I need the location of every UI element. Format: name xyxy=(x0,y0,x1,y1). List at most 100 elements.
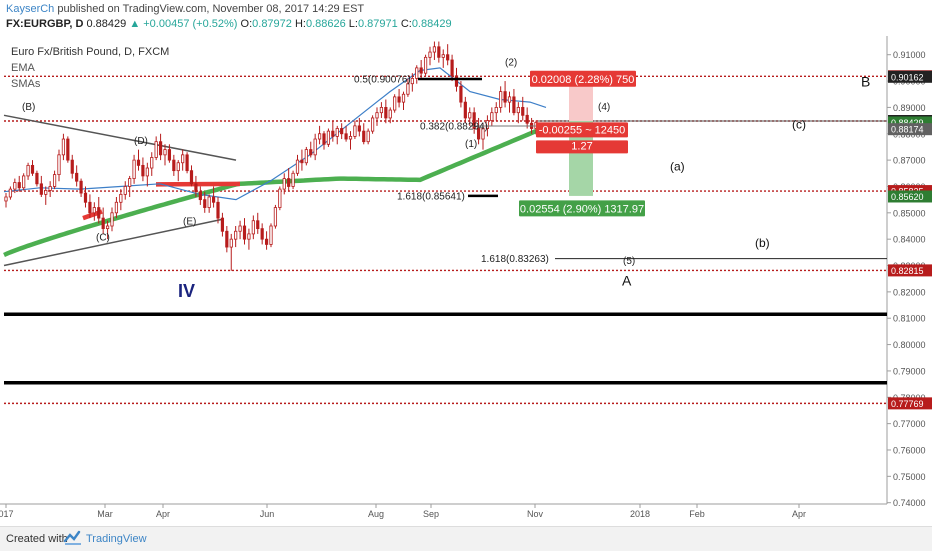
candle-body xyxy=(181,154,185,164)
fib-level-label: 1.618(0.85641) xyxy=(397,191,465,202)
candle-body xyxy=(441,54,445,58)
candle-body xyxy=(406,83,410,95)
position-label-box xyxy=(536,140,628,154)
position-label-text: 0.02008 (2.28%) 750 xyxy=(532,74,635,86)
candle-body xyxy=(66,138,70,161)
candle-body xyxy=(79,180,83,194)
candle-body xyxy=(4,196,8,202)
candle-body xyxy=(225,230,229,248)
candle-body xyxy=(39,183,43,195)
position-label-box xyxy=(536,122,628,138)
candle-body xyxy=(203,199,207,208)
candle-body xyxy=(189,170,194,185)
author-name[interactable]: KayserCh xyxy=(6,3,55,15)
x-tick-label: Mar xyxy=(97,509,113,519)
y-tick-label: 0.91000 xyxy=(893,50,926,60)
candle-body xyxy=(384,107,388,119)
quote-line: FX:EURGBP, D 0.88429 ▲ +0.00457 (+0.52%)… xyxy=(6,18,452,30)
chart-canvas[interactable]: 0.910000.900000.890000.880000.870000.860… xyxy=(0,36,932,524)
price-chart[interactable]: 0.910000.900000.890000.880000.870000.860… xyxy=(0,36,932,524)
candle-body xyxy=(450,59,454,77)
candle-body xyxy=(485,120,490,129)
wave-label: (D) xyxy=(134,136,148,147)
high-label: H: xyxy=(294,18,306,30)
candle-body xyxy=(238,225,242,232)
candle-body xyxy=(61,138,66,156)
candle-body xyxy=(463,101,467,119)
candle-body xyxy=(468,112,472,119)
candle-body xyxy=(251,220,255,235)
wave-label: (5) xyxy=(623,256,635,267)
price-axis-badge xyxy=(888,123,932,136)
position-label-text: 0.02554 (2.90%) 1317.97 xyxy=(520,203,644,215)
candle-body xyxy=(273,207,278,227)
candle-body xyxy=(370,117,375,132)
candle-body xyxy=(401,93,406,103)
candle-body xyxy=(362,130,366,143)
candle-body xyxy=(163,149,167,156)
candle-body xyxy=(114,201,119,214)
position-label-box xyxy=(530,70,636,87)
candle-body xyxy=(119,193,123,203)
candle-body xyxy=(344,133,348,140)
wave-label: (E) xyxy=(183,217,196,228)
x-tick-label: Apr xyxy=(156,509,170,519)
candle-body xyxy=(454,75,459,87)
candle-body xyxy=(326,130,331,145)
tradingview-brand[interactable]: TradingView xyxy=(86,533,147,545)
candle-body xyxy=(419,67,423,74)
y-tick-label: 0.75000 xyxy=(893,472,926,482)
close-value: 0.88429 xyxy=(411,18,452,30)
candle-body xyxy=(22,175,26,189)
x-tick-label: 2018 xyxy=(630,509,650,519)
triangle-upper-line xyxy=(3,114,237,161)
triangle-lower-line xyxy=(3,218,223,267)
candle-body xyxy=(331,130,335,137)
position-label-box xyxy=(519,200,645,217)
candle-body xyxy=(167,149,172,161)
footer-bar: Created with TradingView xyxy=(0,526,932,551)
x-tick-label: Aug xyxy=(368,509,384,519)
high-value: 0.88626 xyxy=(305,18,346,30)
y-tick-label: 0.85000 xyxy=(893,208,926,218)
candle-body xyxy=(375,112,379,119)
candle-body xyxy=(88,201,92,214)
ema-line xyxy=(3,129,537,258)
wave-label: (a) xyxy=(670,160,685,174)
tradingview-logo-icon[interactable] xyxy=(63,530,82,549)
candle-body xyxy=(216,201,220,219)
candle-body xyxy=(110,212,114,227)
candle-body xyxy=(423,56,428,74)
price-change: ▲ +0.00457 (+0.52%) xyxy=(129,18,238,30)
candle-body xyxy=(26,164,30,177)
close-label: C: xyxy=(400,18,412,30)
open-value: 0.87972 xyxy=(252,18,292,30)
price-axis-badge xyxy=(888,70,932,83)
candle-body xyxy=(35,172,39,185)
candle-body xyxy=(397,96,401,103)
candle-body xyxy=(198,191,202,201)
low-value: 0.87971 xyxy=(357,18,398,30)
wave-label: B xyxy=(861,73,870,89)
candle-body xyxy=(357,125,361,132)
candle-body xyxy=(256,220,260,230)
legend-ema[interactable]: EMA xyxy=(11,62,35,74)
candle-body xyxy=(176,162,180,172)
price-axis-badge xyxy=(888,397,932,410)
candle-body xyxy=(278,188,282,208)
candle-body xyxy=(282,178,286,190)
fib-level-label: 0.5(0.90076) xyxy=(354,75,411,86)
y-tick-label: 0.79000 xyxy=(893,366,926,376)
candle-body xyxy=(476,128,481,140)
candle-body xyxy=(512,96,516,114)
legend-title: Euro Fx/British Pound, D, FXCM xyxy=(11,46,170,58)
candle-body xyxy=(172,159,176,172)
candle-body xyxy=(503,91,507,103)
candle-body xyxy=(490,112,494,121)
candle-body xyxy=(291,172,295,187)
wave-label: (1) xyxy=(465,139,477,150)
price-axis-badge-text: 0.88174 xyxy=(891,125,924,135)
legend-smas[interactable]: SMAs xyxy=(11,78,41,90)
candle-body xyxy=(92,207,96,214)
publish-header: KayserCh published on TradingView.com, N… xyxy=(6,3,364,15)
